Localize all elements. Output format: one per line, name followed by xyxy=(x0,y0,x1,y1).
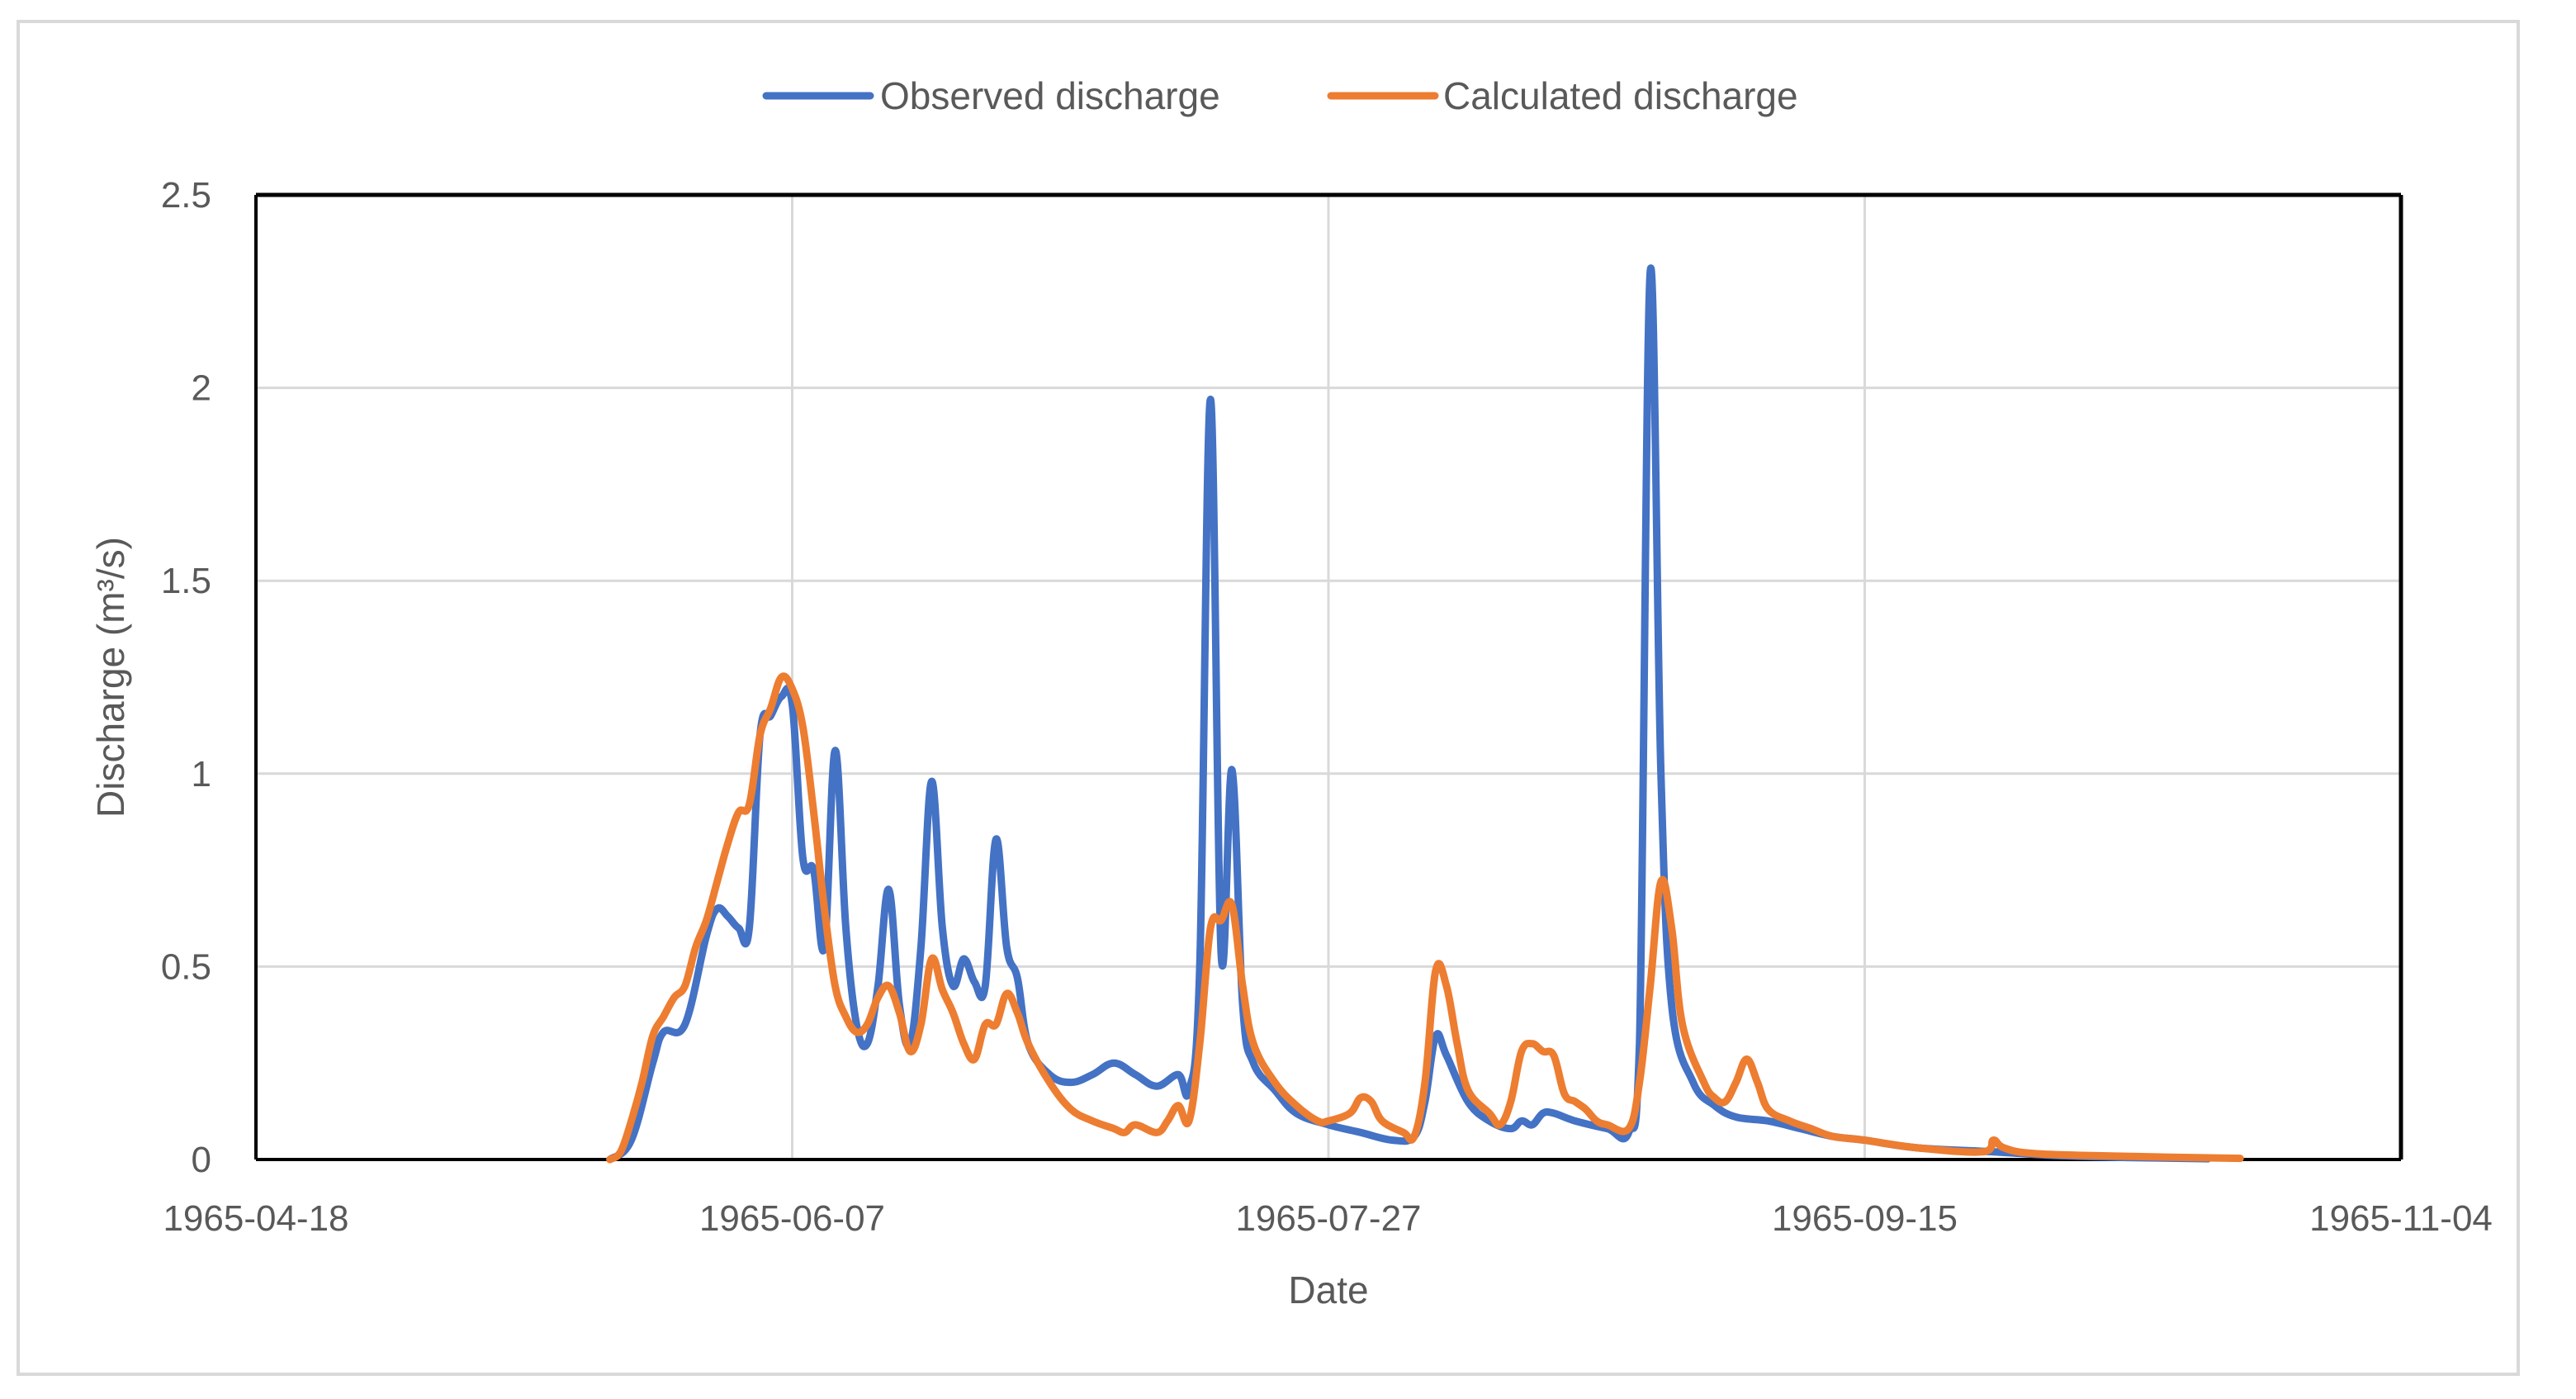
y-tick-label: 0 xyxy=(192,1140,211,1180)
x-axis-label: Date xyxy=(1288,1269,1368,1311)
chart-frame xyxy=(17,20,2520,1376)
plot-area-border xyxy=(254,192,2403,1161)
x-tick-label: 1965-09-15 xyxy=(1772,1198,1958,1239)
x-tick-label: 1965-07-27 xyxy=(1235,1198,1421,1239)
y-tick-label: 2.5 xyxy=(161,175,211,216)
series-layer xyxy=(606,264,2244,1164)
y-axis-label: Discharge (m³/s) xyxy=(89,537,132,818)
series-line-calculated xyxy=(606,672,2244,1164)
y-axis-ticks: 0 0.5 1 1.5 2 2.5 xyxy=(161,175,211,1180)
x-tick-label: 1965-11-04 xyxy=(2309,1198,2493,1239)
x-tick-label: 1965-04-18 xyxy=(163,1198,348,1239)
grid-lines xyxy=(254,193,2403,1161)
y-tick-label: 1 xyxy=(192,754,211,794)
legend-label-observed: Observed discharge xyxy=(880,74,1220,117)
legend: Observed discharge Calculated discharge xyxy=(762,74,1798,117)
series-line-observed xyxy=(606,264,2212,1164)
y-tick-label: 1.5 xyxy=(161,561,211,601)
x-tick-label: 1965-06-07 xyxy=(699,1198,885,1239)
y-tick-label: 2 xyxy=(192,368,211,409)
legend-label-calculated: Calculated discharge xyxy=(1443,74,1798,117)
y-tick-label: 0.5 xyxy=(161,946,211,987)
x-axis-ticks: 1965-04-18 1965-06-07 1965-07-27 1965-09-15… xyxy=(163,1198,2492,1239)
